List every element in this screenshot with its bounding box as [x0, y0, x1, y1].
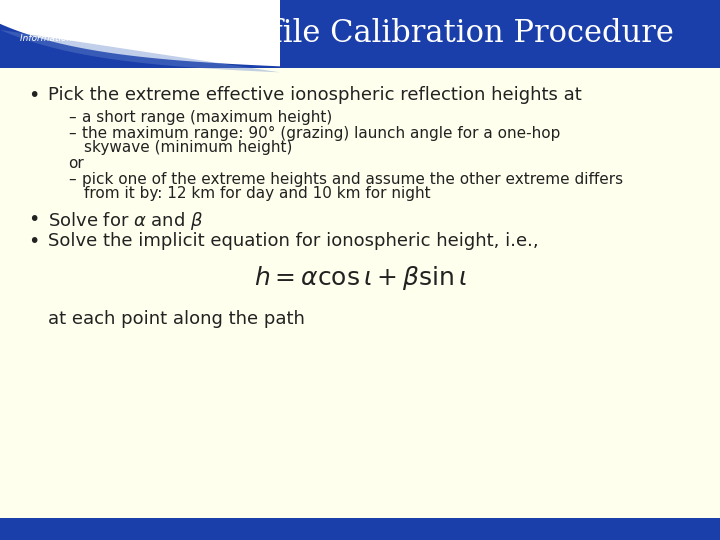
Polygon shape [0, 30, 280, 72]
Text: Information Technology: Information Technology [20, 34, 126, 43]
Text: from it by: 12 km for day and 10 km for night: from it by: 12 km for day and 10 km for … [84, 186, 431, 201]
Text: at each point along the path: at each point along the path [48, 310, 305, 328]
Text: •: • [28, 210, 40, 229]
Text: NORTHROP GRUMMAN: NORTHROP GRUMMAN [12, 18, 152, 28]
Text: •: • [28, 86, 40, 105]
Text: –: – [68, 172, 76, 187]
Text: Solve the implicit equation for ionospheric height, i.e.,: Solve the implicit equation for ionosphe… [48, 232, 539, 250]
Text: –: – [68, 110, 76, 125]
Text: Profile Calibration Procedure: Profile Calibration Procedure [218, 18, 675, 50]
Text: •: • [28, 232, 40, 251]
Text: $h = \alpha \cos \iota + \beta \sin \iota$: $h = \alpha \cos \iota + \beta \sin \iot… [253, 264, 467, 292]
Bar [0, 0, 720, 68]
Text: Pick the extreme effective ionospheric reflection heights at: Pick the extreme effective ionospheric r… [48, 86, 582, 104]
Text: –: – [68, 126, 76, 141]
Text: the maximum range: 90° (grazing) launch angle for a one-hop: the maximum range: 90° (grazing) launch … [82, 126, 560, 141]
Text: a short range (maximum height): a short range (maximum height) [82, 110, 332, 125]
Bar [0, 518, 720, 540]
Text: pick one of the extreme heights and assume the other extreme differs: pick one of the extreme heights and assu… [82, 172, 623, 187]
Text: or: or [68, 156, 84, 171]
Bar [0, 68, 720, 518]
Text: Solve for $\alpha$ and $\beta$: Solve for $\alpha$ and $\beta$ [48, 210, 204, 232]
Text: skywave (minimum height): skywave (minimum height) [84, 140, 292, 155]
Polygon shape [0, 0, 280, 66]
